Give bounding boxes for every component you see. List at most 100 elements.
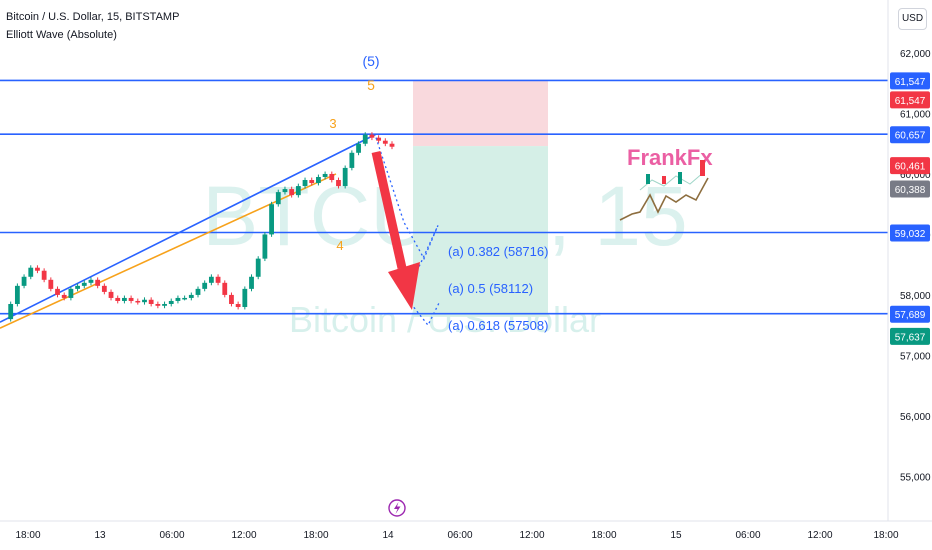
candle-body-43 — [289, 189, 295, 196]
lightning-event-icon[interactable] — [388, 499, 406, 517]
price-tag-7 — [890, 327, 930, 345]
wave-label-0: (5) — [362, 53, 379, 69]
candle-body-36 — [242, 288, 248, 308]
candle-body-51 — [342, 167, 348, 187]
frankfx-logo: FrankFx — [619, 145, 713, 221]
price-tag-label-4: 60,388 — [895, 185, 926, 196]
candle-body-41 — [275, 192, 281, 205]
price-tag-6 — [890, 305, 930, 323]
x-tick-label-6: 06:00 — [447, 530, 472, 541]
y-tick-label-6: 61,000 — [900, 109, 931, 120]
candle-body-2 — [14, 285, 20, 304]
price-tag-label-6: 57,689 — [895, 310, 926, 321]
elliott-wave-labels: (5) 5 3 4 — [329, 53, 379, 253]
candle-body-17 — [115, 297, 121, 301]
price-tag-label-5: 59,032 — [895, 229, 926, 240]
candle-body-56 — [376, 137, 382, 141]
candle-body-12 — [81, 282, 87, 286]
projection-path[interactable] — [375, 137, 441, 327]
x-tick-label-8: 18:00 — [591, 530, 616, 541]
fib-label-2: (a) 0.618 (57508) — [448, 318, 548, 333]
price-tag-label-7: 57,637 — [895, 332, 926, 343]
candle-body-45 — [302, 180, 308, 187]
price-tag-2 — [890, 126, 930, 144]
candle-body-29 — [195, 288, 201, 295]
price-tag-5 — [890, 224, 930, 242]
y-tick-label-5: 60,000 — [900, 170, 931, 181]
candle-body-8 — [55, 288, 60, 295]
down-arrow-icon[interactable] — [371, 151, 420, 310]
candle-body-39 — [262, 234, 268, 259]
candle-body-30 — [202, 282, 208, 289]
x-tick-label-2: 06:00 — [159, 530, 184, 541]
x-tick-label-4: 18:00 — [303, 530, 328, 541]
candle-body-37 — [249, 276, 254, 289]
y-tick-label-3: 58,000 — [900, 291, 931, 302]
candle-body-1 — [8, 303, 14, 320]
candle-body-11 — [75, 285, 80, 289]
price-axis[interactable]: 55,00056,00057,00058,00059,00060,00061,0… — [900, 49, 931, 483]
candle-body-57 — [382, 140, 388, 144]
wave-label-3: 4 — [336, 238, 343, 253]
fib-label-1: (a) 0.5 (58112) — [448, 281, 533, 296]
candle-body-9 — [61, 294, 67, 298]
candle-body-13 — [88, 279, 94, 283]
candle-body-10 — [68, 288, 74, 298]
candle-body-54 — [362, 134, 368, 144]
frankfx-logo-text: FrankFx — [627, 145, 713, 170]
y-tick-label-0: 55,000 — [900, 472, 931, 483]
x-tick-label-11: 12:00 — [807, 530, 832, 541]
candle-body-6 — [41, 270, 47, 280]
price-tag-label-3: 60,461 — [895, 162, 926, 173]
candle-body-27 — [182, 297, 188, 300]
candle-body-23 — [155, 303, 161, 306]
candle-body-52 — [349, 152, 355, 168]
candle-body-53 — [356, 143, 361, 153]
indicator-title[interactable]: Elliott Wave (Absolute) — [6, 29, 117, 41]
candle-body-24 — [162, 303, 167, 306]
x-tick-label-0: 18:00 — [15, 530, 40, 541]
fibonacci-labels: (a) 0.382 (58716) (a) 0.5 (58112) (a) 0.61… — [448, 244, 548, 333]
candle-body-18 — [122, 297, 127, 301]
x-tick-label-10: 06:00 — [735, 530, 760, 541]
price-candles — [8, 132, 395, 322]
candle-body-40 — [269, 204, 274, 235]
x-tick-label-5: 14 — [382, 530, 394, 541]
symbol-title[interactable]: Bitcoin / U.S. Dollar, 15, BITSTAMP — [6, 11, 180, 23]
x-tick-label-1: 13 — [94, 530, 106, 541]
price-tag-label-0: 61,547 — [895, 77, 926, 88]
price-tag-1 — [890, 91, 930, 109]
candle-body-35 — [235, 303, 241, 308]
candle-body-32 — [215, 276, 221, 283]
y-tick-label-7: 62,000 — [900, 49, 931, 60]
price-tag-3 — [890, 157, 930, 175]
candle-body-21 — [142, 299, 147, 303]
candle-body-14 — [95, 279, 101, 286]
candle-body-5 — [35, 267, 40, 271]
upper-trend-line[interactable] — [0, 133, 377, 323]
candle-body-28 — [188, 294, 194, 298]
candle-body-42 — [282, 189, 288, 193]
candle-body-58 — [389, 143, 395, 147]
stop-loss-zone[interactable] — [413, 80, 548, 147]
candle-body-55 — [369, 134, 375, 138]
y-tick-label-2: 57,000 — [900, 351, 931, 362]
candle-body-19 — [128, 297, 134, 301]
projection-dotted-line[interactable] — [375, 137, 441, 327]
candle-body-4 — [28, 267, 34, 277]
candle-body-49 — [329, 173, 335, 181]
y-tick-label-1: 56,000 — [900, 412, 931, 423]
horizontal-levels[interactable] — [0, 79, 888, 315]
candle-body-38 — [255, 258, 261, 277]
candle-body-48 — [322, 173, 328, 177]
candle-body-47 — [316, 176, 321, 184]
price-tag-label-2: 60,657 — [895, 131, 926, 142]
candle-body-20 — [135, 300, 141, 303]
fib-label-0: (a) 0.382 (58716) — [448, 244, 548, 259]
candle-body-7 — [48, 279, 54, 289]
time-axis[interactable]: 18:00 13 06:00 12:00 18:00 14 06:00 12:00 18:00 1… — [15, 530, 898, 541]
candle-body-15 — [101, 285, 107, 292]
currency-button[interactable]: USD — [898, 8, 927, 30]
price-tag-label-1: 61,547 — [895, 96, 926, 107]
